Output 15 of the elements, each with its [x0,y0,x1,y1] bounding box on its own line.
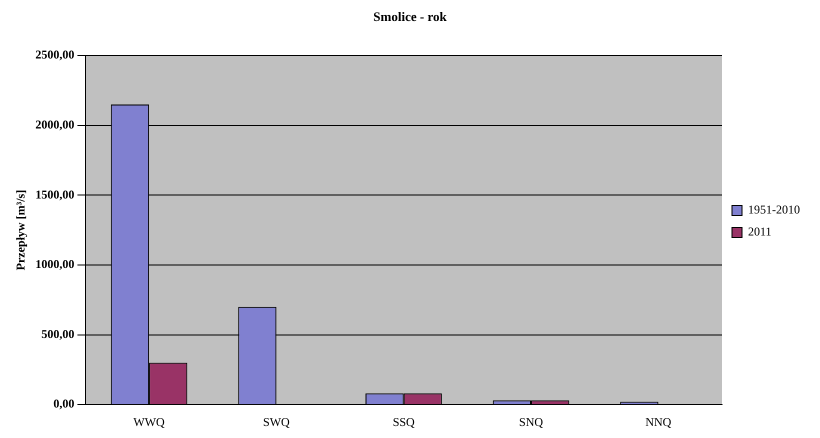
y-tick-label: 2500,00 [35,48,74,62]
legend-label: 1951-2010 [748,202,800,217]
y-tick-label: 500,00 [41,326,74,341]
y-tick-label: 0,00 [53,396,74,411]
y-tick-label: 2000,00 [35,117,74,132]
y-tick-label: 1500,00 [35,187,74,202]
y-tick-label: 1000,00 [35,257,74,272]
x-tick-label: SNQ [519,414,544,429]
x-tick-label: WWQ [133,414,166,429]
chart-title: Smolice - rok [373,9,448,24]
y-axis-title: Przepływ [m³/s] [13,190,28,270]
x-tick-label: SWQ [263,414,290,429]
x-tick-label: NNQ [645,414,672,429]
x-tick-label: SSQ [392,414,416,429]
legend-label: 2011 [748,224,772,239]
